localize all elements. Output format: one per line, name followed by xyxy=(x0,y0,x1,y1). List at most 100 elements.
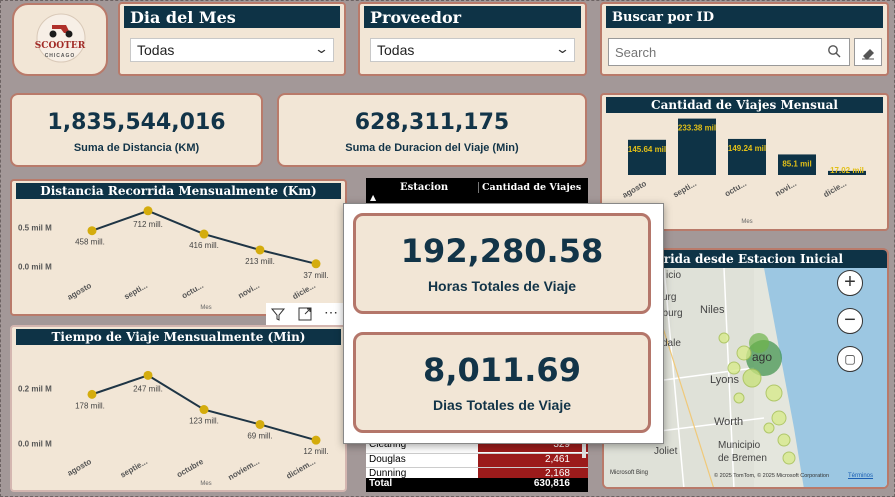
column-header-cantidad[interactable]: Cantidad de Viajes xyxy=(478,182,581,193)
sort-up-icon[interactable]: ▲ xyxy=(370,192,377,202)
x-tick-label: octu... xyxy=(180,281,205,301)
filter-icon[interactable] xyxy=(270,306,286,327)
bar xyxy=(778,154,816,175)
y-tick-label: 0.0 mil M xyxy=(18,439,52,448)
logo-subtext: CHICAGO xyxy=(44,53,76,59)
bar-data-label: 149.24 mil xyxy=(728,144,766,153)
map-label: Lyons xyxy=(710,374,739,386)
map-label: Joliet xyxy=(654,446,678,457)
chevron-down-icon: ⌄ xyxy=(554,41,571,56)
map-terms-link[interactable]: Términos xyxy=(848,473,874,479)
map-label: nburg xyxy=(657,308,683,319)
slicer-title: Dia del Mes xyxy=(124,6,340,28)
data-point xyxy=(255,245,265,255)
table-total-row: Total 630,816 xyxy=(366,478,588,492)
x-tick-label: septi... xyxy=(123,281,149,301)
slicer-proveedor: Proveedor Todas ⌄ xyxy=(358,2,587,76)
point-data-label: 69 mill. xyxy=(247,431,272,440)
dias-label: Dias Totales de Viaje xyxy=(433,397,571,413)
point-data-label: 712 mill. xyxy=(133,220,163,229)
select-area-icon[interactable]: ▢ xyxy=(837,346,863,372)
dropdown-value: Todas xyxy=(137,42,175,58)
station-cell: Clearing xyxy=(369,439,407,450)
bar xyxy=(628,139,666,175)
tiempo-mensual-chart: Tiempo de Viaje Mensualmente (Min) 0.2 m… xyxy=(10,325,347,492)
focus-mode-icon[interactable] xyxy=(297,306,313,327)
chart-title: Cantidad de Viajes Mensual xyxy=(606,97,883,113)
line-chart-svg: 0.2 mil M 0.0 mil M 178 mill. agosto 247 mil… xyxy=(18,370,329,487)
x-axis-label: Mes xyxy=(200,305,211,311)
total-value: 630,816 xyxy=(533,478,570,489)
x-tick-label: octubre xyxy=(175,457,205,480)
station-cell: Douglas xyxy=(369,454,406,465)
slicer-title: Buscar por ID xyxy=(606,6,883,28)
slicer-dia-del-mes: Dia del Mes Todas ⌄ xyxy=(118,2,346,76)
data-point xyxy=(199,229,209,239)
table-row[interactable]: Douglas 2,461 xyxy=(366,453,588,467)
kpi-duracion-value: 628,311,175 xyxy=(354,110,510,135)
x-tick-label: diciem... xyxy=(285,457,317,481)
bing-logo: Microsoft Bing xyxy=(610,470,649,476)
point-data-label: 213 mill. xyxy=(245,257,275,266)
station-cell: Dunning xyxy=(369,468,407,479)
line-chart-svg: 0.5 mil M 0.0 mil M 458 mill. agosto 712 mil… xyxy=(18,206,329,311)
search-box[interactable] xyxy=(608,38,850,66)
zoom-in-icon[interactable]: + xyxy=(837,270,863,296)
proveedor-dropdown[interactable]: Todas ⌄ xyxy=(370,38,575,62)
bar xyxy=(728,138,766,175)
horas-card: 192,280.58 Horas Totales de Viaje xyxy=(353,213,651,314)
map-visual[interactable]: ia Recorrida desde Estacion Inicial icio… xyxy=(602,248,889,489)
data-point xyxy=(311,435,321,445)
column-header-estacion[interactable]: Estacion xyxy=(400,182,449,193)
tooltip-popup: 192,280.58 Horas Totales de Viaje 8,011.… xyxy=(343,203,664,444)
visual-toolbar: ⋯ xyxy=(266,303,346,325)
viajes-mensual-chart: Cantidad de Viajes Mensual 145.64 mil ago… xyxy=(600,93,889,231)
point-data-label: 37 mill. xyxy=(303,271,328,280)
x-tick-label: septie... xyxy=(119,457,149,480)
total-label: Total xyxy=(369,478,393,489)
point-data-label: 458 mill. xyxy=(75,238,105,247)
point-data-label: 247 mill. xyxy=(133,384,163,393)
data-point xyxy=(199,405,209,415)
bar-data-label: 17.02 mil xyxy=(830,166,864,175)
dias-card: 8,011.69 Dias Totales de Viaje xyxy=(353,332,651,433)
bar xyxy=(828,170,866,175)
more-options-icon[interactable]: ⋯ xyxy=(324,304,338,320)
y-tick-label: 0.2 mil M xyxy=(18,384,52,393)
data-point xyxy=(87,389,97,399)
slicer-buscar-id: Buscar por ID xyxy=(600,2,889,76)
table-row[interactable]: Dunning 2,168 xyxy=(366,467,588,481)
x-tick-label: octu... xyxy=(723,179,748,199)
dias-value: 8,011.69 xyxy=(423,351,581,389)
search-icon[interactable] xyxy=(827,44,841,63)
bar xyxy=(678,118,716,175)
point-data-label: 12 mill. xyxy=(303,447,328,456)
map-label: Niles xyxy=(700,304,725,316)
bar-data-label: 85.1 mil xyxy=(782,159,811,168)
bar-chart-svg: 145.64 mil agosto 233.38 mil septi... 149.24… xyxy=(621,118,866,225)
map-label: Worth xyxy=(714,416,744,428)
dia-dropdown[interactable]: Todas ⌄ xyxy=(130,38,334,62)
bar-data-label: 145.64 mil xyxy=(628,145,666,154)
map-label: ago xyxy=(752,350,773,364)
zoom-out-icon[interactable]: − xyxy=(837,308,863,334)
data-point xyxy=(87,226,97,236)
point-data-label: 123 mill. xyxy=(189,417,219,426)
value-cell: 2,461 xyxy=(478,454,588,467)
chevron-down-icon: ⌄ xyxy=(313,41,330,56)
x-tick-label: agosto xyxy=(66,457,93,478)
x-tick-label: agosto xyxy=(621,179,648,200)
data-point xyxy=(143,370,153,380)
map-label: dale xyxy=(662,338,681,349)
x-tick-label: septi... xyxy=(672,179,698,199)
x-tick-label: novi... xyxy=(773,179,798,198)
x-tick-label: novi... xyxy=(236,281,261,300)
eraser-button[interactable] xyxy=(854,38,882,66)
y-tick-label: 0.5 mil M xyxy=(18,223,52,232)
slicer-title: Proveedor xyxy=(364,6,581,28)
kpi-distancia-value: 1,835,544,016 xyxy=(47,110,226,135)
horas-label: Horas Totales de Viaje xyxy=(427,278,577,294)
kpi-distancia-label: Suma de Distancia (KM) xyxy=(73,142,200,154)
search-input[interactable] xyxy=(615,43,815,61)
logo-text: SCOOTER xyxy=(34,41,86,51)
